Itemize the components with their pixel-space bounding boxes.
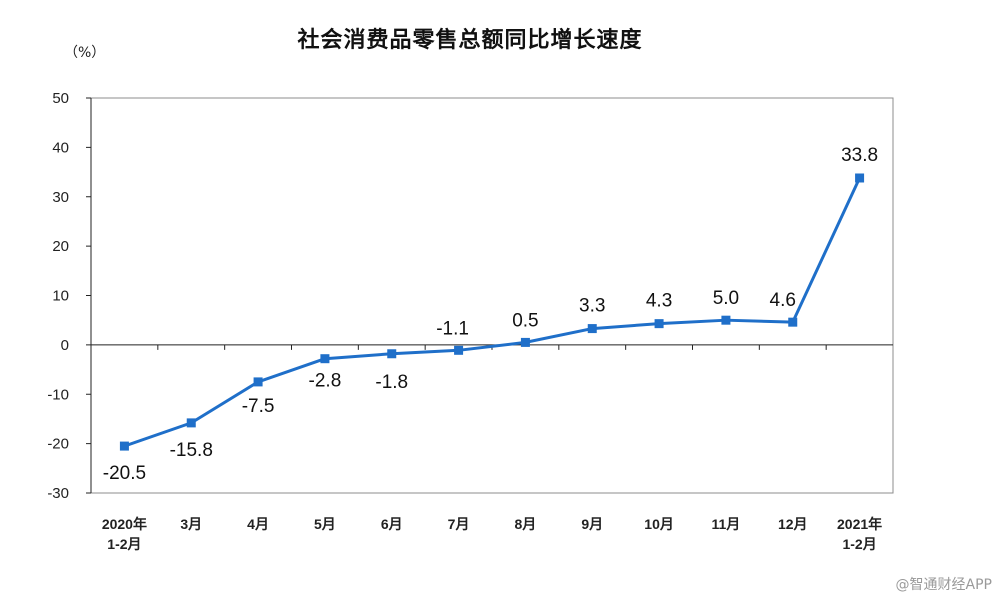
data-point-marker [520,337,530,347]
data-point-marker [788,317,798,327]
data-label: 33.8 [841,145,878,166]
data-point-marker [454,345,464,355]
data-label: -15.8 [170,440,213,461]
x-tick-label: 2021年 [837,516,882,532]
data-label: 5.0 [713,288,739,309]
y-tick-label: 20 [52,238,69,255]
y-tick-label: 30 [52,189,69,206]
data-label: 3.3 [579,296,605,317]
data-label: -20.5 [103,463,146,484]
y-axis-unit-label: （%） [64,45,106,61]
series-line [119,173,865,451]
watermark: @智通财经APP [895,577,992,593]
x-tick-label: 4月 [247,516,269,532]
data-label: -7.5 [242,396,275,417]
y-tick-label: 40 [52,139,69,156]
data-label: -2.8 [309,371,342,392]
data-label: 0.5 [512,310,538,331]
x-tick-label: 3月 [180,516,202,532]
data-label: 4.3 [646,291,672,312]
y-axis: 50 40 30 20 10 0 -10 -20 -30 [47,90,92,502]
x-tick-label: 10月 [644,516,674,532]
data-point-marker [587,324,597,334]
y-tick-label: -20 [47,436,69,453]
data-labels: -20.5 -15.8 -7.5 -2.8 -1.8 -1.1 0.5 3.3 4.3 5.0 4.… [103,145,878,484]
data-point-marker [654,319,664,329]
x-tick-label: 1-2月 [842,536,876,552]
data-point-marker [320,354,330,364]
data-point-marker [855,173,865,183]
data-point-marker [186,418,196,428]
x-tick-label: 5月 [314,516,336,532]
data-label: -1.1 [436,318,469,339]
data-point-marker [721,315,731,325]
x-tick-label: 6月 [381,516,403,532]
y-tick-label: 50 [52,90,69,107]
x-tick-label: 9月 [581,516,603,532]
data-point-marker [119,441,129,451]
x-tick-label: 11月 [712,516,741,532]
x-tick-label: 8月 [515,516,537,532]
x-tick-label: 2020年 [102,516,147,532]
series-path [123,177,861,448]
x-tick-label: 12月 [778,516,808,532]
y-tick-label: -30 [47,485,69,502]
data-point-marker [387,349,397,359]
data-label: 4.6 [770,290,796,311]
y-tick-label: -10 [47,386,69,403]
data-label: -1.8 [375,372,408,393]
x-tick-label: 1-2月 [107,536,141,552]
y-tick-label: 10 [52,288,69,305]
chart-title: 社会消费品零售总额同比增长速度 [297,28,643,53]
data-point-marker [253,377,263,387]
y-tick-label: 0 [61,337,69,354]
x-tick-label: 7月 [448,516,470,532]
